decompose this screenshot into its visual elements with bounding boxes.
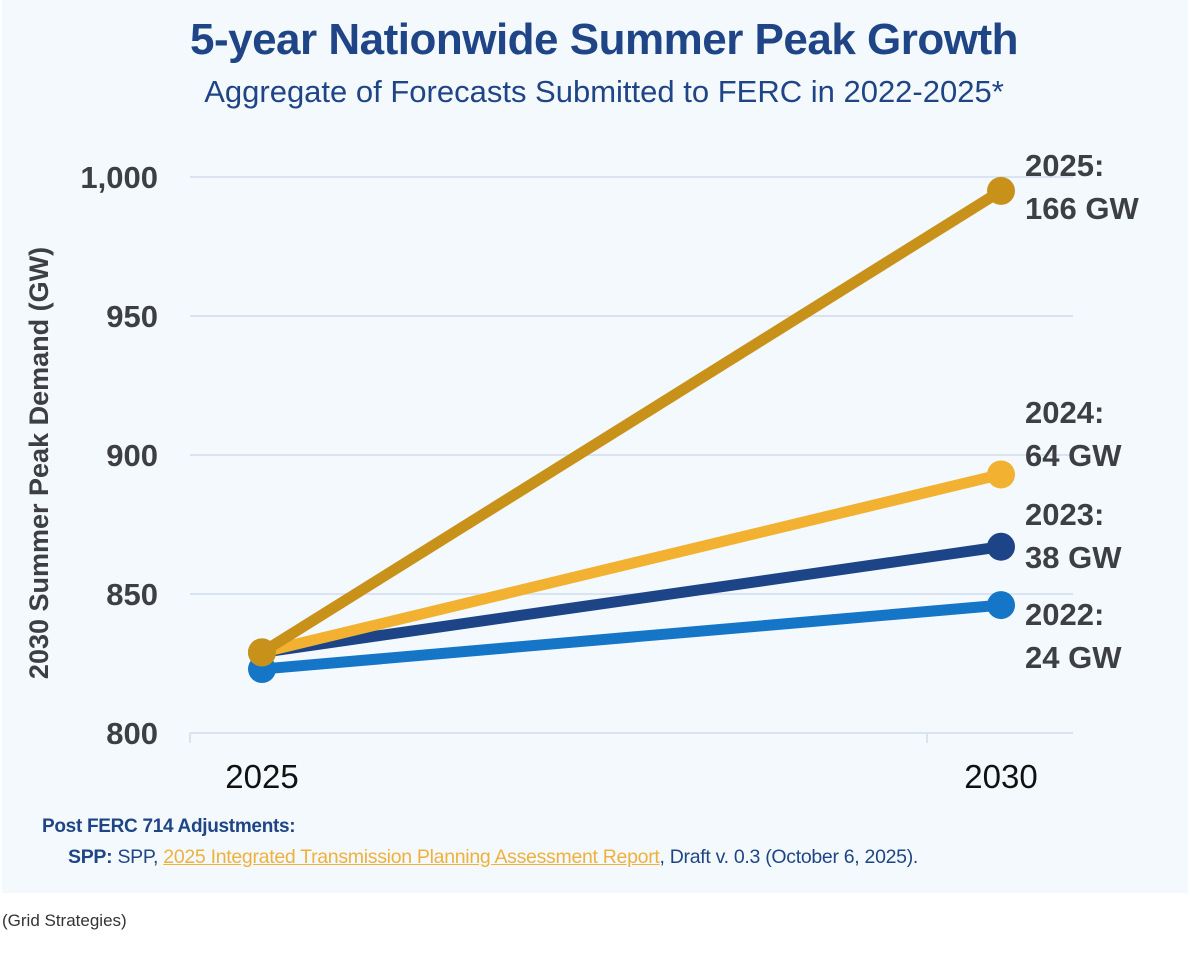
data-point-2025-2025 [248,638,276,667]
line-chart: 5-year Nationwide Summer Peak Growth Agg… [24,15,1139,795]
x-axis-ticks: 2025 2030 [225,758,1037,795]
gridlines [189,176,1073,743]
y-tick-label: 950 [106,299,158,334]
end-label-growth-2023: 38 GW [1025,540,1122,575]
series-line-2025 [256,185,1007,658]
footnote-source: SPP: SPP, 2025 Integrated Transmission P… [68,846,918,869]
end-label-growth-2025: 166 GW [1025,191,1139,226]
end-label-year-2023: 2023: [1025,497,1104,532]
footnote-heading: Post FERC 714 Adjustments: [42,816,296,837]
source-suffix: , Draft v. 0.3 (October 6, 2025). [659,846,919,868]
source-report-link[interactable]: 2025 Integrated Transmission Planning As… [163,846,660,868]
chart-subtitle: Aggregate of Forecasts Submitted to FERC… [204,74,1004,109]
series-line-2022 [256,599,1007,675]
end-label-year-2025: 2025: [1025,148,1104,183]
data-point-2025-2030 [987,176,1015,205]
end-label-growth-2024: 64 GW [1025,438,1122,473]
source-prefix: SPP: [68,846,113,868]
source-org: SPP, [112,846,164,868]
y-tick-label: 1,000 [80,160,158,195]
y-tick-label: 800 [106,716,158,751]
series-lines [248,176,1015,684]
end-label-year-2022: 2022: [1025,597,1104,632]
end-labels: 2022: 24 GW 2023: 38 GW 2024: 64 GW 2025: 166 G… [1025,148,1139,675]
series-line-2023 [256,541,1007,658]
end-label-growth-2022: 24 GW [1025,640,1122,675]
y-axis-label: 2030 Summer Peak Demand (GW) [24,247,54,679]
chart-title: 5-year Nationwide Summer Peak Growth [190,15,1018,64]
end-label-year-2024: 2024: [1025,395,1104,430]
x-tick-label: 2030 [964,758,1037,795]
data-point-2023-2030 [987,532,1015,561]
footnotes: Post FERC 714 Adjustments: SPP: SPP, 202… [42,816,918,869]
x-tick-label: 2025 [225,758,298,795]
y-tick-label: 900 [106,438,158,473]
y-tick-label: 850 [106,577,158,612]
data-point-2022-2030 [987,591,1015,620]
y-axis-ticks: 800 850 900 950 1,000 [80,160,158,751]
series-line-2024 [256,468,1007,658]
data-point-2024-2030 [987,460,1015,489]
image-caption: (Grid Strategies) [2,911,127,930]
